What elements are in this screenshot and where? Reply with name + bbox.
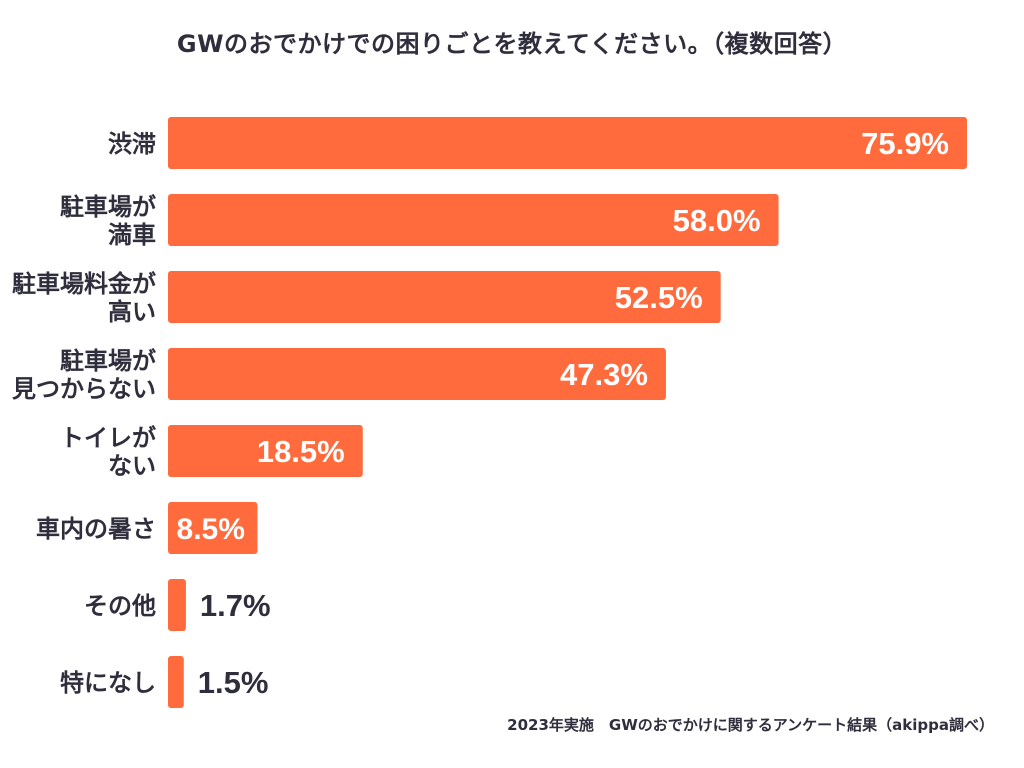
bar-value-label: 75.9% [861, 126, 949, 161]
category-label: 渋滞 [108, 130, 156, 158]
chart-title: GWのおでかけでの困りごとを教えてください。（複数回答） [176, 30, 848, 58]
category-label: ない [108, 452, 156, 480]
category-label: 特になし [60, 669, 156, 697]
source-footnote: 2023年実施 GWのおでかけに関するアンケート結果（akippa調べ） [507, 716, 994, 734]
bars-layer [168, 117, 967, 708]
category-label: 駐車場が [60, 193, 156, 221]
bar [168, 502, 258, 554]
category-label: 見つからない [12, 375, 156, 403]
category-label: 駐車場料金が [12, 270, 156, 298]
bar [168, 579, 186, 631]
bar-value-label: 18.5% [257, 434, 345, 469]
bar-value-label: 58.0% [673, 203, 761, 238]
category-label: 車内の暑さ [36, 515, 156, 543]
category-label: トイレが [60, 424, 156, 452]
category-label: 駐車場が [60, 347, 156, 375]
bar-value-label: 52.5% [615, 280, 703, 315]
bar-value-label: 8.5% [177, 513, 245, 546]
category-label: 高い [108, 298, 156, 326]
bar [168, 117, 967, 169]
bar-value-label: 1.5% [198, 665, 269, 700]
bar [168, 656, 184, 708]
category-label: その他 [84, 592, 156, 620]
bar [168, 425, 363, 477]
bar [168, 271, 721, 323]
bar-value-label: 47.3% [560, 357, 648, 392]
bar-value-label: 1.7% [200, 588, 271, 623]
bar [168, 194, 779, 246]
category-label: 満車 [108, 221, 156, 249]
labels-layer: 75.9%渋滞58.0%駐車場が満車52.5%駐車場料金が高い47.3%駐車場が… [12, 126, 949, 700]
bar [168, 348, 666, 400]
